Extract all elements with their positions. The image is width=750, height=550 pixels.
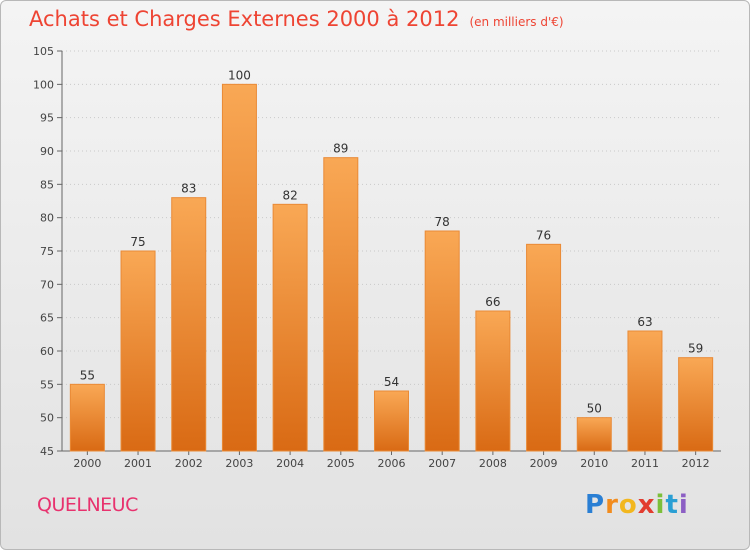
x-tick-label-2000: 2000 bbox=[73, 457, 101, 470]
y-tick-label-105: 105 bbox=[33, 45, 54, 58]
x-tick-labels: 2000 2001 2002 2003 2004 2005 2006 2007 2008 2009… bbox=[73, 457, 709, 470]
data-label-2007: 78 bbox=[435, 215, 450, 229]
data-label-2001: 75 bbox=[130, 235, 145, 249]
logo-letter-1: r bbox=[605, 490, 619, 520]
bar-2012 bbox=[678, 357, 714, 452]
commune-name: QUELNEUC bbox=[37, 494, 138, 516]
logo-letter-6: i bbox=[678, 490, 689, 520]
bars bbox=[69, 83, 714, 452]
x-tick-label-2008: 2008 bbox=[479, 457, 507, 470]
logo-letter-2: o bbox=[618, 490, 638, 520]
bar-2001 bbox=[120, 250, 156, 452]
y-tick-label-90: 90 bbox=[40, 145, 54, 158]
x-tick-label-2010: 2010 bbox=[580, 457, 608, 470]
bar-2003 bbox=[221, 83, 257, 452]
y-tick-label-60: 60 bbox=[40, 345, 54, 358]
y-tick-label-75: 75 bbox=[40, 245, 54, 258]
x-tick-label-2001: 2001 bbox=[124, 457, 152, 470]
logo-letter-0: P bbox=[585, 490, 606, 520]
chart-title-text: Achats et Charges Externes 2000 à 2012 bbox=[29, 7, 460, 31]
y-tick-label-65: 65 bbox=[40, 312, 54, 325]
bar-2000 bbox=[69, 383, 105, 452]
logo-letter-3: x bbox=[637, 490, 656, 520]
data-label-2009: 76 bbox=[536, 228, 551, 242]
y-tick-labels: 45 50 55 60 65 70 75 80 85 90 95 100 105 bbox=[33, 45, 54, 458]
bar-2011 bbox=[627, 330, 663, 452]
data-label-2011: 63 bbox=[637, 315, 652, 329]
proxiti-logo: Proxiti bbox=[585, 490, 689, 520]
chart-unit: (en milliers d'€) bbox=[469, 15, 564, 29]
x-tick-label-2007: 2007 bbox=[428, 457, 456, 470]
x-tick-label-2009: 2009 bbox=[530, 457, 558, 470]
x-tick-label-2011: 2011 bbox=[631, 457, 659, 470]
bar-2006 bbox=[374, 390, 409, 452]
bar-2004 bbox=[272, 203, 308, 452]
x-tick-label-2006: 2006 bbox=[378, 457, 406, 470]
grid-lines bbox=[62, 50, 721, 419]
bar-2009 bbox=[526, 243, 562, 452]
y-tick-label-50: 50 bbox=[40, 412, 54, 425]
logo-letter-4: i bbox=[655, 490, 666, 520]
bar-2002 bbox=[171, 197, 207, 452]
data-label-2000: 55 bbox=[80, 368, 95, 382]
bar-2005 bbox=[323, 157, 359, 452]
bar-2010 bbox=[576, 417, 612, 452]
y-tick-label-95: 95 bbox=[40, 112, 54, 125]
x-tick-label-2002: 2002 bbox=[175, 457, 203, 470]
x-tick-label-2004: 2004 bbox=[276, 457, 304, 470]
y-tick-label-80: 80 bbox=[40, 212, 54, 225]
x-tick-label-2003: 2003 bbox=[225, 457, 253, 470]
logo-letter-5: t bbox=[665, 490, 679, 520]
y-tick-label-45: 45 bbox=[40, 445, 54, 458]
data-label-2002: 83 bbox=[181, 182, 196, 196]
bar-2008 bbox=[475, 310, 511, 452]
bar-2007 bbox=[424, 230, 460, 452]
y-tick-label-55: 55 bbox=[40, 378, 54, 391]
y-tick-label-100: 100 bbox=[33, 78, 54, 91]
y-tick-label-85: 85 bbox=[40, 178, 54, 191]
data-label-2010: 50 bbox=[587, 402, 602, 416]
data-label-2008: 66 bbox=[485, 295, 500, 309]
x-tick-label-2012: 2012 bbox=[682, 457, 710, 470]
data-label-2005: 89 bbox=[333, 142, 348, 156]
data-label-2003: 100 bbox=[228, 68, 251, 82]
y-tick-label-70: 70 bbox=[40, 278, 54, 291]
data-label-2006: 54 bbox=[384, 375, 399, 389]
data-labels: 55 75 83 100 82 89 54 78 66 76 50 63 59 bbox=[80, 68, 704, 415]
x-tick-label-2005: 2005 bbox=[327, 457, 355, 470]
data-label-2012: 59 bbox=[688, 342, 703, 356]
chart-title: Achats et Charges Externes 2000 à 2012 (e… bbox=[29, 7, 564, 31]
data-label-2004: 82 bbox=[282, 188, 297, 202]
